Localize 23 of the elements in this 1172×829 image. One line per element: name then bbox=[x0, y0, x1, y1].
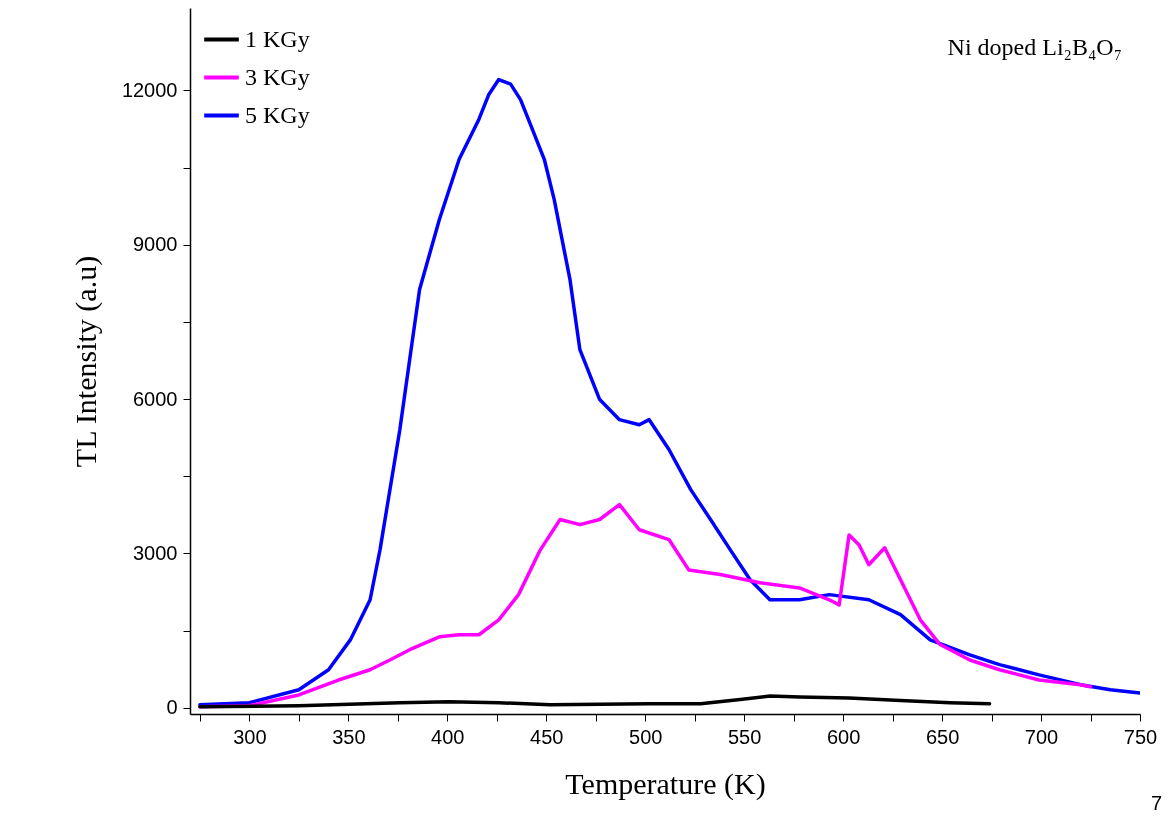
y-tick-label: 12000 bbox=[121, 78, 178, 101]
legend-label: 3 KGy bbox=[245, 63, 310, 90]
text: 7 bbox=[1150, 792, 1162, 814]
y-tick-label: 9000 bbox=[133, 233, 178, 256]
line-series bbox=[198, 694, 992, 709]
y-tick-label: 6000 bbox=[133, 387, 178, 410]
x-axis-title: Temperature (K) bbox=[565, 766, 766, 801]
x-tick-label: 500 bbox=[629, 725, 663, 748]
x-tick-label: 750 bbox=[1123, 725, 1158, 748]
annotation: Ni doped Li₂B₄O₇ bbox=[947, 34, 1122, 60]
x-tick-label: 400 bbox=[431, 725, 465, 748]
x-tick-label: 300 bbox=[233, 725, 267, 748]
y-axis-title: TL Intensity (a.u) bbox=[68, 255, 103, 468]
x-tick-label: 450 bbox=[530, 725, 564, 748]
legend-label: 1 KGy bbox=[245, 25, 310, 52]
x-tick-label: 700 bbox=[1024, 725, 1059, 748]
x-tick-label: 350 bbox=[332, 725, 366, 748]
legend-label: 5 KGy bbox=[245, 101, 310, 128]
y-tick-label: 0 bbox=[166, 696, 178, 719]
x-tick-label: 550 bbox=[727, 725, 762, 748]
y-tick-label: 3000 bbox=[133, 541, 178, 564]
x-tick-label: 600 bbox=[826, 725, 861, 748]
x-tick-label: 650 bbox=[925, 725, 960, 748]
